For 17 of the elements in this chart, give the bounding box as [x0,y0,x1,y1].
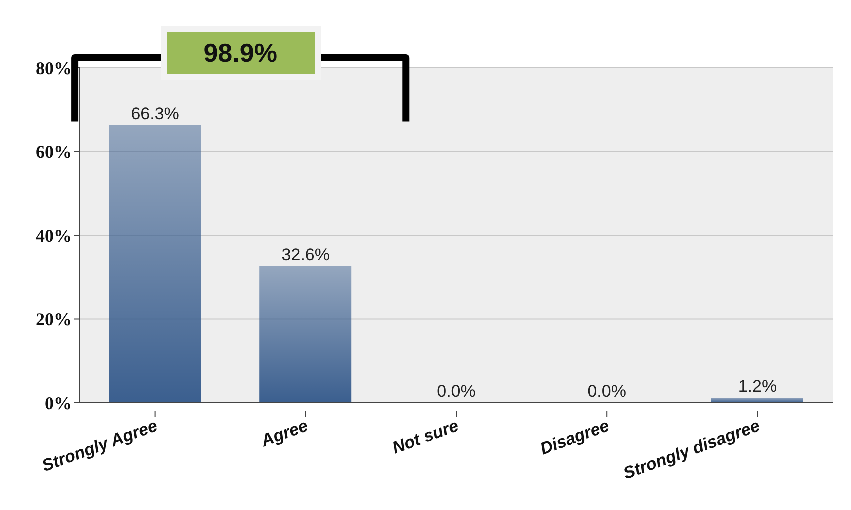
annotation: 98.9% [166,32,315,74]
bar [711,398,804,403]
y-tick-label: 40% [36,226,72,246]
y-tick-label: 60% [36,142,72,162]
data-label: 66.3% [131,104,180,124]
y-tick-label: 20% [36,310,72,330]
bar [109,125,201,403]
data-label: 1.2% [738,376,778,396]
label-frame: 98.9% [160,26,321,80]
data-label: 32.6% [282,245,330,264]
y-tick-label: 80% [36,58,72,78]
y-tick-label: 0% [45,393,72,414]
x-tick-label: Agree [258,416,311,451]
data-label: 0.0% [588,382,626,401]
x-tick-label: Not sure [390,416,462,458]
data-label: 0.0% [437,382,476,401]
bar [260,266,352,403]
